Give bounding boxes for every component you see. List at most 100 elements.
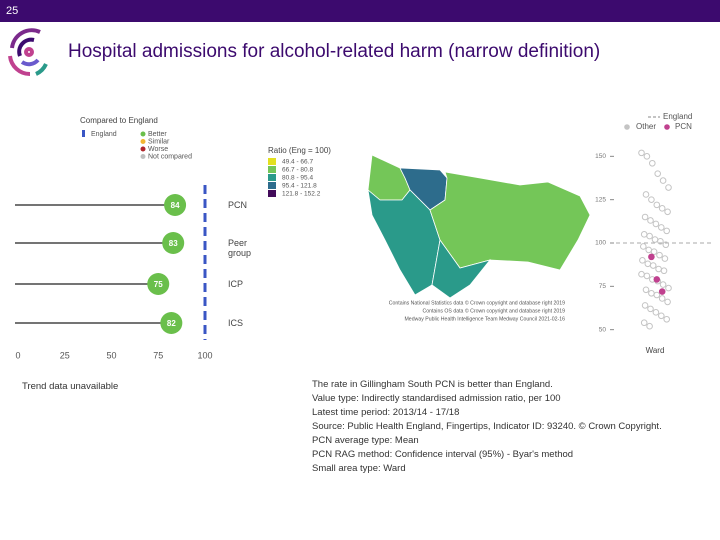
- point: [649, 159, 656, 167]
- value-label: 83: [169, 239, 178, 248]
- category-label: ICS: [228, 318, 244, 328]
- point: [641, 213, 649, 221]
- point: [644, 260, 652, 268]
- map-credit: Contains OS data © Crown copyright and d…: [422, 307, 565, 314]
- legend-swatch: [268, 166, 276, 173]
- legend-label: 80.8 - 95.4: [282, 175, 313, 182]
- x-tick-label: 75: [153, 350, 163, 360]
- category-label: PCN: [228, 200, 248, 210]
- point: [665, 284, 672, 292]
- point: [665, 184, 672, 191]
- point: [647, 217, 654, 224]
- point: [651, 236, 659, 243]
- point: [658, 295, 666, 302]
- point: [642, 191, 650, 198]
- point: [658, 288, 666, 295]
- trend-text: Trend data unavailable: [22, 381, 119, 392]
- point: [640, 243, 647, 250]
- point: [643, 272, 651, 280]
- legend-label: Not compared: [148, 153, 192, 160]
- point: [650, 248, 658, 255]
- point: [638, 149, 645, 157]
- legend-title: Compared to England: [80, 116, 158, 125]
- legend-swatch: [268, 158, 276, 165]
- legend-label: 95.4 - 121.8: [282, 183, 317, 190]
- legend-label: Similar: [148, 138, 170, 145]
- point: [639, 257, 646, 264]
- legend-label: England: [663, 112, 692, 121]
- y-tick-label: 100: [595, 240, 606, 247]
- legend-title: Ratio (Eng = 100): [268, 146, 331, 155]
- legend-swatch: [268, 182, 276, 189]
- y-tick-label: 125: [595, 196, 606, 203]
- point: [640, 319, 648, 327]
- point: [643, 153, 651, 160]
- point: [652, 309, 660, 316]
- header-bar: [0, 0, 720, 22]
- legend-label: PCN: [675, 122, 692, 131]
- point: [647, 305, 654, 313]
- point: [646, 232, 653, 240]
- point: [652, 220, 660, 228]
- point: [658, 312, 665, 320]
- point: [160, 312, 183, 334]
- point: [663, 315, 671, 323]
- point: [638, 270, 645, 278]
- value-label: 82: [167, 319, 176, 328]
- point: [663, 227, 671, 235]
- point: [655, 265, 662, 273]
- note-line: PCN average type: Mean: [312, 435, 419, 446]
- legend-label: 121.8 - 152.2: [282, 191, 321, 198]
- point: [641, 302, 649, 309]
- point: [654, 170, 662, 177]
- logo: [8, 28, 48, 77]
- point: [162, 232, 185, 254]
- note-line: Value type: Indirectly standardised admi…: [312, 393, 561, 404]
- x-tick-label: 50: [106, 350, 116, 360]
- legend-marker: [140, 131, 146, 137]
- note-line: Small area type: Ward: [312, 463, 406, 474]
- legend-marker: [82, 130, 85, 137]
- legend-swatch: [268, 174, 276, 181]
- point: [648, 253, 655, 261]
- legend-label: 66.7 - 80.8: [282, 167, 313, 174]
- note-line: PCN RAG method: Confidence interval (95%…: [312, 449, 574, 460]
- point: [164, 194, 187, 216]
- x-axis-label: Ward: [646, 346, 665, 355]
- category-label: ICP: [228, 279, 244, 289]
- legend-label: Better: [148, 131, 167, 138]
- legend-label: England: [91, 131, 117, 138]
- x-tick-label: 25: [60, 350, 70, 360]
- point: [653, 201, 661, 209]
- point: [658, 205, 666, 212]
- point: [646, 322, 653, 330]
- category-label: Peer group: [228, 238, 252, 258]
- legend-marker: [140, 146, 146, 152]
- point: [147, 273, 170, 295]
- legend-marker: [624, 124, 630, 130]
- point: [645, 246, 653, 254]
- legend-marker: [140, 139, 146, 144]
- point: [640, 231, 648, 238]
- legend-label: Other: [636, 122, 656, 131]
- point: [642, 286, 650, 294]
- point: [664, 208, 671, 216]
- point: [658, 224, 665, 231]
- value-label: 84: [171, 201, 180, 210]
- legend-label: Worse: [148, 146, 168, 153]
- point: [661, 255, 669, 262]
- slide-number: 25: [6, 5, 18, 17]
- x-tick-label: 0: [15, 350, 20, 360]
- point: [662, 241, 670, 249]
- point: [648, 196, 655, 203]
- point: [648, 289, 655, 297]
- legend-label: 49.4 - 66.7: [282, 159, 313, 166]
- point: [664, 298, 671, 306]
- x-tick-label: 100: [197, 350, 212, 360]
- legend-marker: [140, 154, 146, 159]
- point: [649, 262, 657, 269]
- point: [656, 251, 663, 259]
- point: [653, 276, 661, 283]
- point: [653, 291, 661, 299]
